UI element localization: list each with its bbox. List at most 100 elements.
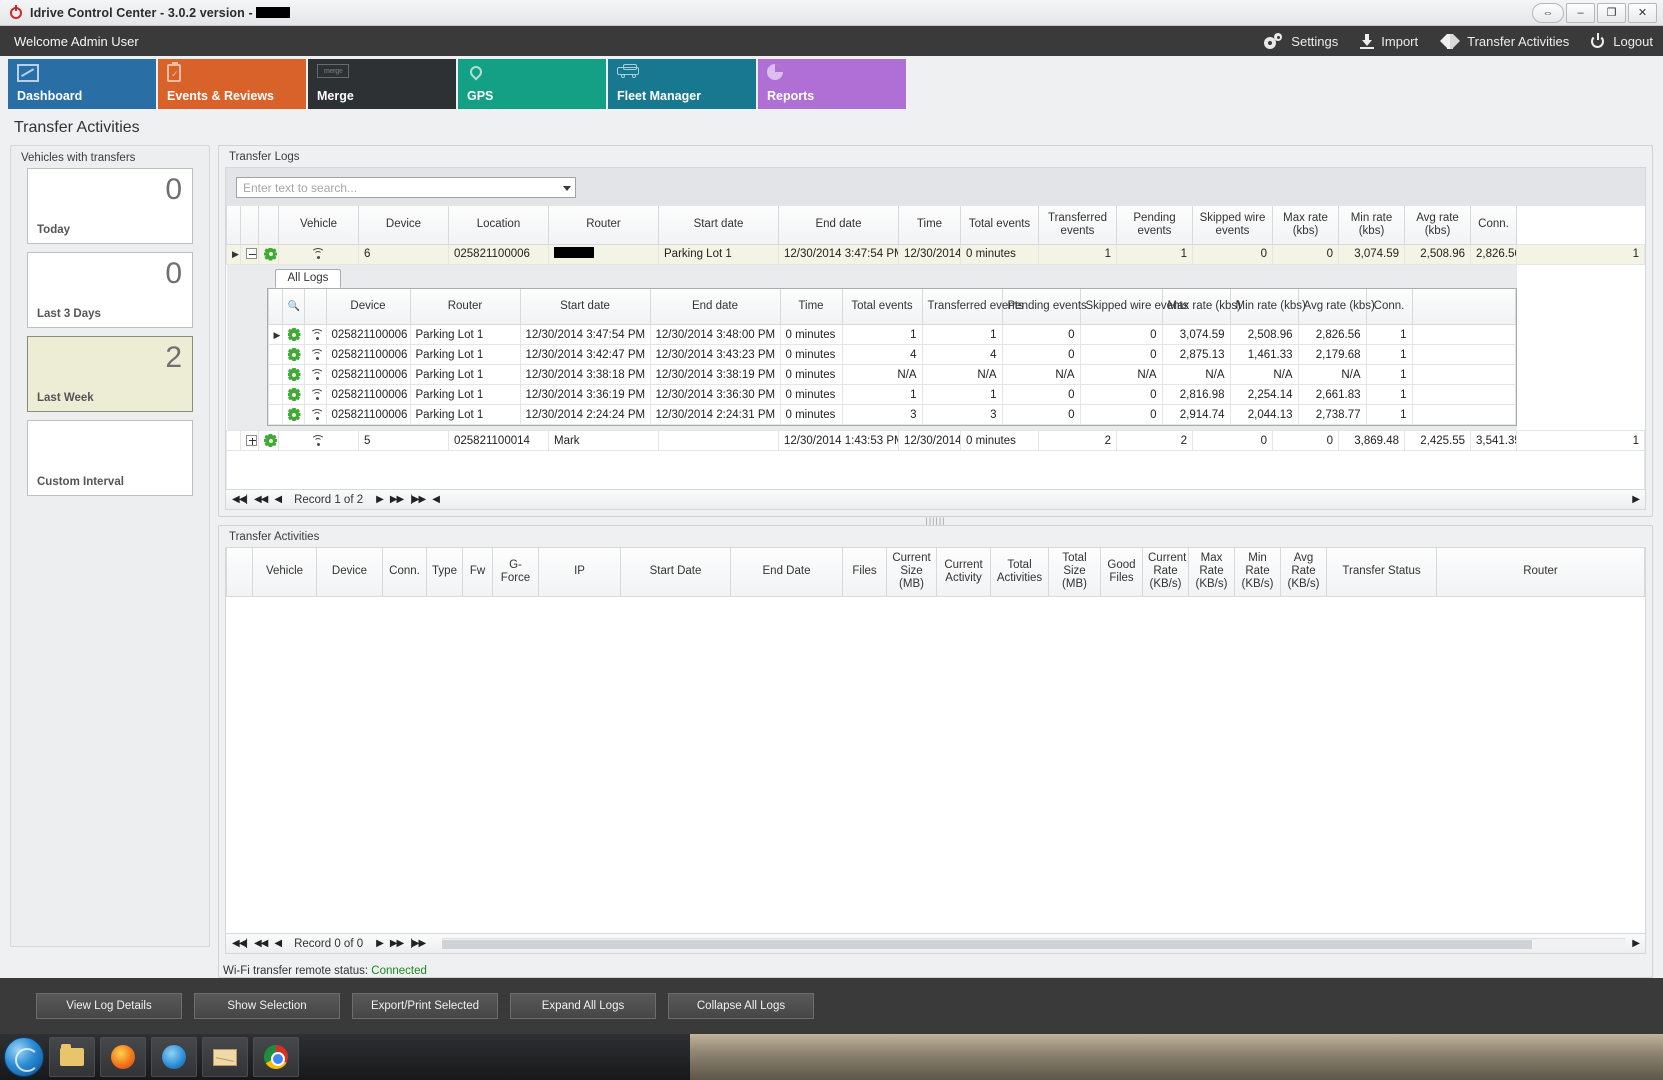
th-total-events[interactable]: Total events bbox=[960, 206, 1039, 245]
tile-events-reviews[interactable]: Events & Reviews bbox=[158, 59, 306, 109]
taskbar-firefox[interactable] bbox=[100, 1037, 146, 1077]
row-expander[interactable] bbox=[240, 430, 259, 451]
ta-th-gforce[interactable]: G-Force bbox=[492, 548, 539, 597]
view-log-details-button[interactable]: View Log Details bbox=[36, 993, 182, 1019]
list-item[interactable]: 025821100006 Parking Lot 1 12/30/2014 2:… bbox=[267, 404, 1516, 425]
start-orb-icon[interactable] bbox=[4, 1037, 44, 1077]
th-device[interactable]: Device bbox=[358, 206, 449, 245]
expand-all-logs-button[interactable]: Expand All Logs bbox=[510, 993, 656, 1019]
nav-import[interactable]: Import bbox=[1360, 33, 1418, 49]
sidebar-card-last-week[interactable]: 2 Last Week bbox=[27, 336, 193, 412]
table-row[interactable]: 5 025821100014 Mark 12/30/2014 1:43:53 P… bbox=[226, 430, 1645, 451]
taskbar-blue-app[interactable] bbox=[151, 1037, 197, 1077]
th-detail-avg-rate[interactable]: Avg rate (kbs) bbox=[1297, 288, 1375, 325]
tab-all-logs[interactable]: All Logs bbox=[274, 268, 342, 288]
row-expander[interactable] bbox=[240, 243, 259, 265]
pager-prev-button[interactable]: ◀ bbox=[274, 494, 282, 505]
th-detail-conn[interactable]: Conn. bbox=[1365, 288, 1413, 325]
collapse-all-logs-button[interactable]: Collapse All Logs bbox=[668, 993, 814, 1019]
ta-th-ip[interactable]: IP bbox=[538, 548, 621, 597]
list-item[interactable]: 025821100006 Parking Lot 1 12/30/2014 3:… bbox=[267, 384, 1516, 405]
ta-th-files[interactable]: Files bbox=[842, 548, 887, 597]
th-location[interactable]: Location bbox=[448, 206, 549, 245]
ta-th-router[interactable]: Router bbox=[1436, 548, 1645, 597]
th-skipped-wire-events[interactable]: Skipped wire events bbox=[1192, 206, 1273, 245]
table-row[interactable]: ▶ 6 025821100006 Parking Lot 1 12/30/201… bbox=[226, 243, 1645, 265]
ta-th-avg-rate[interactable]: Avg Rate (KB/s) bbox=[1280, 548, 1327, 597]
pager-scroll-left-icon[interactable]: ◀ bbox=[432, 494, 440, 505]
ta-th-type[interactable]: Type bbox=[426, 548, 463, 597]
taskbar-mail[interactable] bbox=[202, 1037, 248, 1077]
show-selection-button[interactable]: Show Selection bbox=[194, 993, 340, 1019]
sidebar-card-today[interactable]: 0 Today bbox=[27, 168, 193, 244]
tile-fleet-manager[interactable]: Fleet Manager bbox=[608, 59, 756, 109]
th-pending-events[interactable]: Pending events bbox=[1116, 206, 1193, 245]
list-item[interactable]: 025821100006 Parking Lot 1 12/30/2014 3:… bbox=[267, 364, 1516, 385]
pager-first-button[interactable]: ◀◀| bbox=[232, 494, 248, 505]
th-detail-pending-events[interactable]: Pending events bbox=[1001, 288, 1087, 325]
th-detail-max-rate[interactable]: Max rate (kbs) bbox=[1161, 288, 1241, 325]
ta-pager-scroll-right-icon[interactable]: ▶ bbox=[1632, 938, 1640, 949]
th-detail-transferred-events[interactable]: Transferred events bbox=[921, 288, 1024, 325]
list-item[interactable]: 025821100006 Parking Lot 1 12/30/2014 3:… bbox=[267, 344, 1516, 365]
sidebar-card-last-3-days[interactable]: 0 Last 3 Days bbox=[27, 252, 193, 328]
th-detail-end-date[interactable]: End date bbox=[649, 288, 781, 325]
ta-pager-first-button[interactable]: ◀◀| bbox=[232, 938, 248, 949]
ta-pager-last-button[interactable]: |▶▶ bbox=[410, 938, 426, 949]
ta-pager-next-page-button[interactable]: ▶▶ bbox=[389, 938, 404, 949]
th-router[interactable]: Router bbox=[548, 206, 659, 245]
ta-th-total-activities[interactable]: Total Activities bbox=[990, 548, 1049, 597]
pager-prev-page-button[interactable]: ◀◀ bbox=[253, 494, 268, 505]
ta-th-device[interactable]: Device bbox=[316, 548, 383, 597]
th-detail-device[interactable]: Device bbox=[325, 288, 411, 325]
ta-th-start-date[interactable]: Start Date bbox=[620, 548, 731, 597]
ta-th-good-files[interactable]: Good Files bbox=[1100, 548, 1143, 597]
ta-th-total-size[interactable]: Total Size (MB) bbox=[1048, 548, 1101, 597]
search-input[interactable]: Enter text to search... bbox=[236, 177, 576, 198]
panel-splitter[interactable]: |||||| bbox=[925, 516, 946, 526]
th-transferred-events[interactable]: Transferred events bbox=[1038, 206, 1117, 245]
ta-pager-prev-page-button[interactable]: ◀◀ bbox=[253, 938, 268, 949]
th-detail-router[interactable]: Router bbox=[409, 288, 521, 325]
ta-th-current-activity[interactable]: Current Activity bbox=[936, 548, 991, 597]
taskbar-chrome[interactable] bbox=[253, 1037, 299, 1077]
pager-next-page-button[interactable]: ▶▶ bbox=[389, 494, 404, 505]
nav-settings[interactable]: Settings bbox=[1264, 33, 1338, 49]
th-avg-rate[interactable]: Avg rate (kbs) bbox=[1404, 206, 1471, 245]
ta-th-vehicle[interactable]: Vehicle bbox=[252, 548, 317, 597]
pager-scroll-right-icon[interactable]: ▶ bbox=[1632, 494, 1640, 505]
pager-last-button[interactable]: |▶▶ bbox=[410, 494, 426, 505]
pager-next-button[interactable]: ▶ bbox=[376, 494, 384, 505]
ta-th-current-rate[interactable]: Current Rate (KB/s) bbox=[1142, 548, 1189, 597]
tile-merge[interactable]: merge Merge bbox=[308, 59, 456, 109]
ta-th-current-size[interactable]: Current Size (MB) bbox=[886, 548, 937, 597]
maximize-button[interactable]: ❐ bbox=[1597, 2, 1626, 23]
taskbar-explorer[interactable] bbox=[49, 1037, 95, 1077]
th-detail-total-events[interactable]: Total events bbox=[841, 288, 923, 325]
ta-th-end-date[interactable]: End Date bbox=[730, 548, 843, 597]
th-min-rate[interactable]: Min rate (kbs) bbox=[1338, 206, 1405, 245]
th-conn[interactable]: Conn. bbox=[1470, 206, 1517, 245]
th-detail-time[interactable]: Time bbox=[779, 288, 843, 325]
nav-logout[interactable]: Logout bbox=[1591, 32, 1653, 49]
ta-th-conn[interactable]: Conn. bbox=[382, 548, 427, 597]
th-end-date[interactable]: End date bbox=[778, 206, 899, 245]
tile-dashboard[interactable]: Dashboard bbox=[8, 59, 156, 109]
ta-th-transfer-status[interactable]: Transfer Status bbox=[1326, 548, 1437, 597]
ta-pager-next-button[interactable]: ▶ bbox=[376, 938, 384, 949]
chevron-down-icon[interactable] bbox=[563, 185, 571, 191]
th-detail-skipped-wire-events[interactable]: Skipped wire events bbox=[1079, 288, 1188, 325]
th-time[interactable]: Time bbox=[898, 206, 961, 245]
restore-window-button[interactable]: ⇔ bbox=[1532, 2, 1564, 23]
th-detail-start-date[interactable]: Start date bbox=[519, 288, 651, 325]
ta-th-fw[interactable]: Fw bbox=[462, 548, 493, 597]
export-print-selected-button[interactable]: Export/Print Selected bbox=[352, 993, 498, 1019]
th-detail-min-rate[interactable]: Min rate (kbs) bbox=[1229, 288, 1306, 325]
horizontal-scrollbar[interactable] bbox=[442, 938, 1626, 949]
th-max-rate[interactable]: Max rate (kbs) bbox=[1272, 206, 1339, 245]
th-vehicle[interactable]: Vehicle bbox=[278, 206, 359, 245]
ta-th-max-rate[interactable]: Max Rate (KB/s) bbox=[1188, 548, 1235, 597]
th-start-date[interactable]: Start date bbox=[658, 206, 779, 245]
close-button[interactable]: ✕ bbox=[1628, 2, 1657, 23]
ta-th-min-rate[interactable]: Min Rate (KB/s) bbox=[1234, 548, 1281, 597]
